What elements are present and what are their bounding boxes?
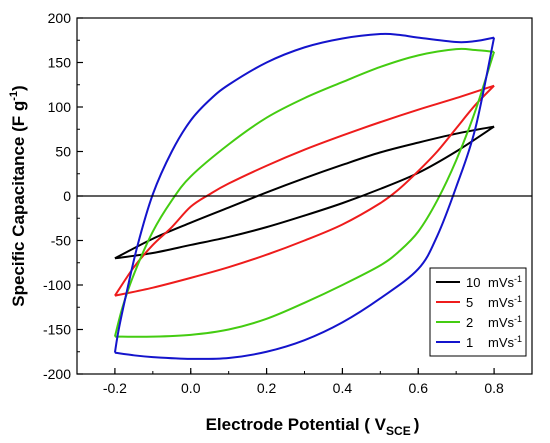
series-2-upper-curve (113, 47, 495, 337)
series-1-lower-curve (114, 37, 496, 360)
legend-label: 2 mVs-1 (466, 314, 522, 330)
legend-label: 5 mVs-1 (466, 294, 522, 310)
x-tick-label: -0.2 (103, 380, 127, 396)
y-tick-label: 0 (63, 188, 71, 204)
legend: 10 mVs-1 5 mVs-1 2 mVs-1 1 mVs-1 (429, 267, 527, 357)
y-tick-label: -200 (43, 366, 71, 382)
series-1-upper-curve (113, 32, 495, 353)
x-tick-label: 0.6 (409, 380, 429, 396)
x-tick-label: 0.0 (181, 380, 201, 396)
y-tick-label: -100 (43, 277, 71, 293)
series-5-lower-curve (114, 84, 495, 297)
y-axis-ticks: -200 -150 -100 -50 0 50 100 150 200 (43, 10, 83, 382)
series-5-upper-curve (114, 84, 495, 297)
y-tick-label: 100 (48, 99, 72, 115)
y-tick-label: -150 (43, 322, 71, 338)
y-axis-title: Specific Capacitance (F g-1) (8, 85, 28, 306)
legend-label: 1 mVs-1 (466, 334, 522, 350)
y-tick-label: -50 (51, 233, 71, 249)
series-10-upper-curve (114, 125, 495, 260)
legend-label: 10 mVs-1 (466, 274, 522, 290)
y-tick-label: 150 (48, 55, 72, 71)
x-axis-ticks: -0.2 0.0 0.2 0.4 0.6 0.8 (76, 368, 533, 396)
y-tick-label: 50 (55, 144, 71, 160)
x-axis-title: Electrode Potential ( VSCE) (206, 415, 420, 438)
series-layer (113, 32, 496, 360)
y-tick-label: 200 (48, 10, 72, 26)
series-2-lower-curve (114, 51, 496, 338)
x-tick-label: 0.8 (484, 380, 504, 396)
series-10-lower-curve (114, 125, 495, 260)
x-tick-label: 0.2 (257, 380, 277, 396)
x-tick-label: 0.4 (333, 380, 353, 396)
